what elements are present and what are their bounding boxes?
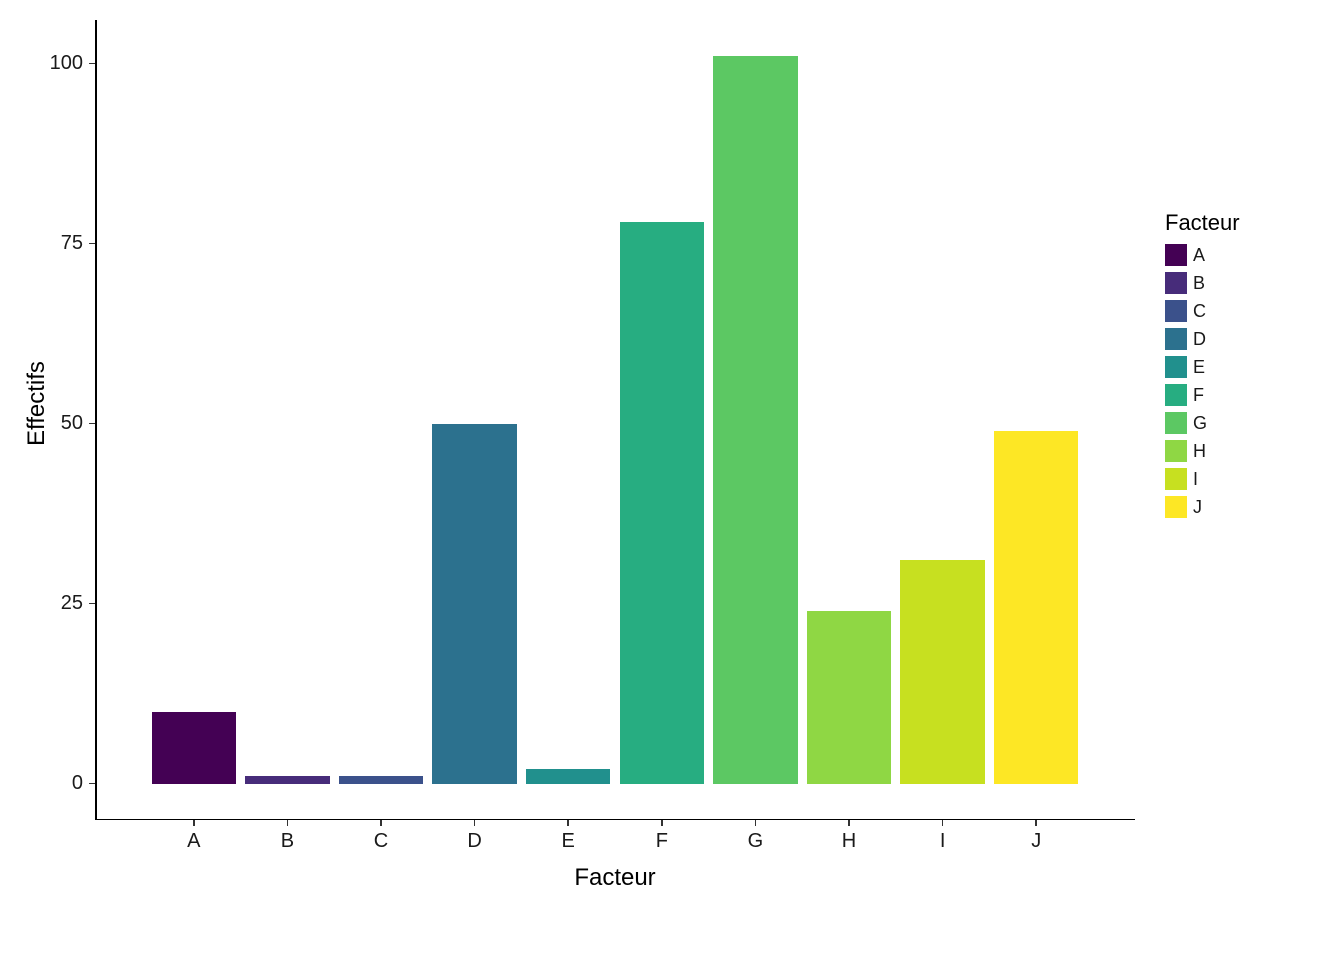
x-tick-label: A	[154, 830, 234, 853]
y-axis-title: Effectifs	[23, 361, 51, 446]
legend-swatch	[1165, 412, 1187, 434]
y-tick-label: 100	[50, 52, 83, 75]
x-axis-title: Facteur	[574, 864, 655, 892]
bar-I	[900, 560, 984, 783]
legend-item: D	[1165, 328, 1240, 350]
y-tick	[89, 423, 95, 425]
bar-H	[807, 611, 891, 784]
x-tick	[755, 820, 757, 826]
y-tick-label: 75	[61, 232, 83, 255]
legend-swatch	[1165, 440, 1187, 462]
legend-label: F	[1193, 385, 1204, 406]
bar-A	[152, 712, 236, 784]
legend-label: H	[1193, 441, 1206, 462]
bar-G	[713, 56, 797, 783]
x-tick-label: I	[903, 830, 983, 853]
legend-label: E	[1193, 357, 1205, 378]
x-tick-label: C	[341, 830, 421, 853]
legend-item: F	[1165, 384, 1240, 406]
x-tick-label: E	[528, 830, 608, 853]
legend-title: Facteur	[1165, 210, 1240, 236]
legend-swatch	[1165, 244, 1187, 266]
x-tick-label: F	[622, 830, 702, 853]
y-tick	[89, 63, 95, 65]
legend-item: E	[1165, 356, 1240, 378]
legend-label: B	[1193, 273, 1205, 294]
x-tick	[1035, 820, 1037, 826]
legend-item: H	[1165, 440, 1240, 462]
legend-items: ABCDEFGHIJ	[1165, 244, 1240, 518]
bar-C	[339, 776, 423, 783]
y-tick-label: 0	[72, 772, 83, 795]
legend-item: A	[1165, 244, 1240, 266]
legend-swatch	[1165, 468, 1187, 490]
legend-item: J	[1165, 496, 1240, 518]
legend-item: C	[1165, 300, 1240, 322]
bar-chart: Effectifs Facteur Facteur ABCDEFGHIJ 025…	[0, 0, 1344, 960]
x-tick	[661, 820, 663, 826]
x-tick	[848, 820, 850, 826]
x-tick-label: B	[247, 830, 327, 853]
x-tick-label: G	[715, 830, 795, 853]
x-tick	[474, 820, 476, 826]
legend-label: I	[1193, 469, 1198, 490]
legend-label: J	[1193, 497, 1202, 518]
legend-item: G	[1165, 412, 1240, 434]
x-axis-line	[95, 819, 1135, 821]
x-tick-label: D	[435, 830, 515, 853]
y-tick	[89, 603, 95, 605]
x-tick	[287, 820, 289, 826]
legend-swatch	[1165, 356, 1187, 378]
bar-E	[526, 769, 610, 783]
legend: Facteur ABCDEFGHIJ	[1165, 210, 1240, 524]
y-tick	[89, 783, 95, 785]
legend-swatch	[1165, 496, 1187, 518]
y-tick	[89, 243, 95, 245]
y-tick-label: 25	[61, 592, 83, 615]
legend-label: A	[1193, 245, 1205, 266]
bar-J	[994, 431, 1078, 784]
x-tick-label: J	[996, 830, 1076, 853]
legend-swatch	[1165, 328, 1187, 350]
bar-D	[432, 424, 516, 784]
y-axis-line	[95, 20, 97, 820]
legend-swatch	[1165, 272, 1187, 294]
x-tick	[380, 820, 382, 826]
x-tick	[942, 820, 944, 826]
y-tick-label: 50	[61, 412, 83, 435]
legend-item: I	[1165, 468, 1240, 490]
legend-item: B	[1165, 272, 1240, 294]
bar-F	[620, 222, 704, 784]
legend-swatch	[1165, 300, 1187, 322]
legend-label: G	[1193, 413, 1207, 434]
legend-swatch	[1165, 384, 1187, 406]
x-tick-label: H	[809, 830, 889, 853]
x-tick	[193, 820, 195, 826]
bar-B	[245, 776, 329, 783]
legend-label: C	[1193, 301, 1206, 322]
legend-label: D	[1193, 329, 1206, 350]
x-tick	[567, 820, 569, 826]
